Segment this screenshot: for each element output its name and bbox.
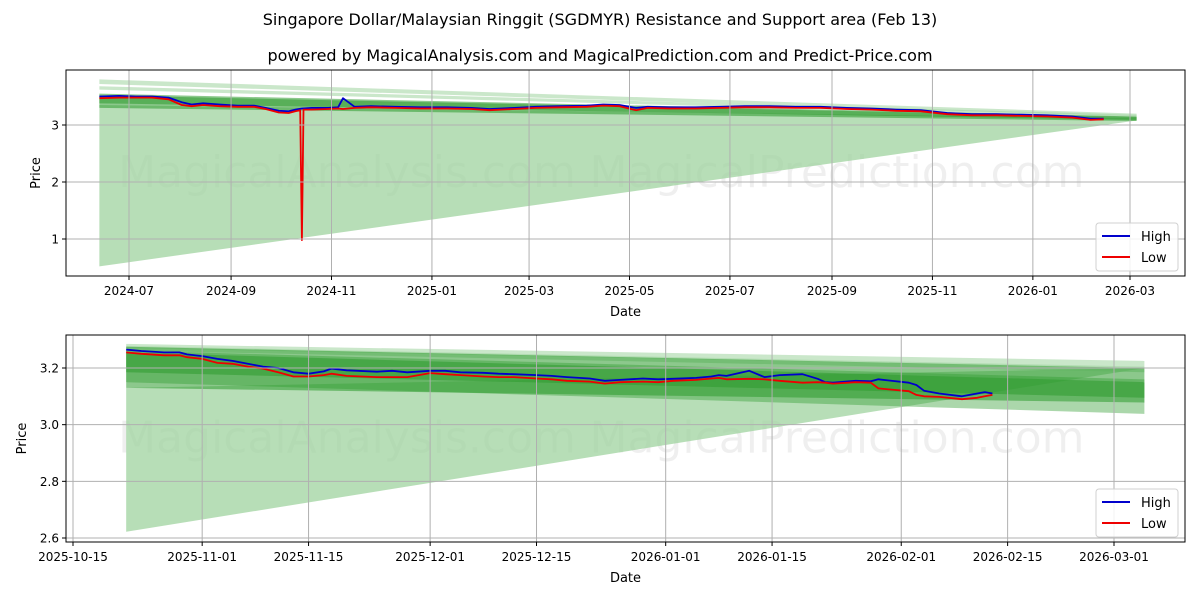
bottom-plot-zoomed-range: MagicalAnalysis.comMagicalPrediction.com… [15,334,1186,586]
x-tick-label: 2025-12-01 [395,550,465,564]
x-tick-label: 2025-11 [907,284,957,298]
y-tick-label: 1 [51,233,59,247]
low-legend-label: Low [1141,251,1167,266]
x-axis: 2024-07 2024-09 2024-11 2025-01 2025-03 2025-… [104,276,1155,320]
support-wedge-band [126,368,1145,532]
x-tick-label: 2025-11-15 [274,550,344,564]
grid [66,335,1185,542]
high-legend-label: High [1141,230,1171,245]
y-tick-label: 3.2 [40,362,59,376]
x-axis: 2025-10-15 2025-11-01 2025-11-15 2025-12-01… [38,542,1149,586]
x-tick-label: 2024-07 [104,284,154,298]
plot-area [99,79,1137,267]
y-tick-label: 2.6 [40,532,59,546]
y-tick-label: 2 [51,176,59,190]
legend: High Low [1095,222,1179,272]
x-tick-label: 2026-01-01 [631,550,701,564]
high-legend-label: High [1141,496,1171,511]
x-tick-label: 2026-02-01 [866,550,936,564]
y-axis: 1 2 3 Price [29,119,66,247]
x-tick-label: 2026-01 [1008,284,1058,298]
x-tick-label: 2025-11-01 [167,550,237,564]
high-price-line [99,95,1104,120]
y-tick-label: 3.0 [40,418,59,432]
legend: High Low [1095,488,1179,538]
chart-title: Singapore Dollar/Malaysian Ringgit (SGDM… [262,10,938,29]
y-axis: 2.6 2.8 3.0 3.2 Price [15,362,66,546]
x-tick-label: 2025-09 [807,284,857,298]
x-tick-label: 2024-11 [306,284,356,298]
x-tick-label: 2025-10-15 [38,550,108,564]
resistance-band [99,79,1137,117]
support-wedge-band [99,105,1137,267]
y-tick-label: 2.8 [40,475,59,489]
x-tick-label: 2026-03 [1105,284,1155,298]
y-axis-label: Price [15,423,30,455]
high-price-line [126,348,993,398]
x-tick-label: 2026-01-15 [737,550,807,564]
x-tick-label: 2025-12-15 [502,550,572,564]
grid [66,70,1185,276]
x-tick-label: 2026-03-01 [1079,550,1149,564]
x-tick-label: 2025-01 [407,284,457,298]
axes-frame [65,334,1186,543]
low-price-line [99,96,1104,242]
chart-subtitle: powered by MagicalAnalysis.com and Magic… [267,46,933,65]
top-plot-full-range: MagicalAnalysis.comMagicalPrediction.com… [29,69,1186,320]
x-axis-label: Date [610,305,641,320]
core-band [126,352,1145,398]
y-tick-label: 3 [51,119,59,133]
y-axis-label: Price [29,157,44,189]
x-tick-label: 2024-09 [206,284,256,298]
x-tick-label: 2026-02-15 [973,550,1043,564]
axes-frame [65,69,1186,277]
x-tick-label: 2025-05 [604,284,654,298]
x-axis-label: Date [610,571,641,586]
plot-area [126,343,1145,532]
x-tick-label: 2025-03 [504,284,554,298]
low-price-line [126,351,993,401]
x-tick-label: 2025-07 [705,284,755,298]
low-legend-label: Low [1141,517,1167,532]
core-band [99,95,1137,120]
